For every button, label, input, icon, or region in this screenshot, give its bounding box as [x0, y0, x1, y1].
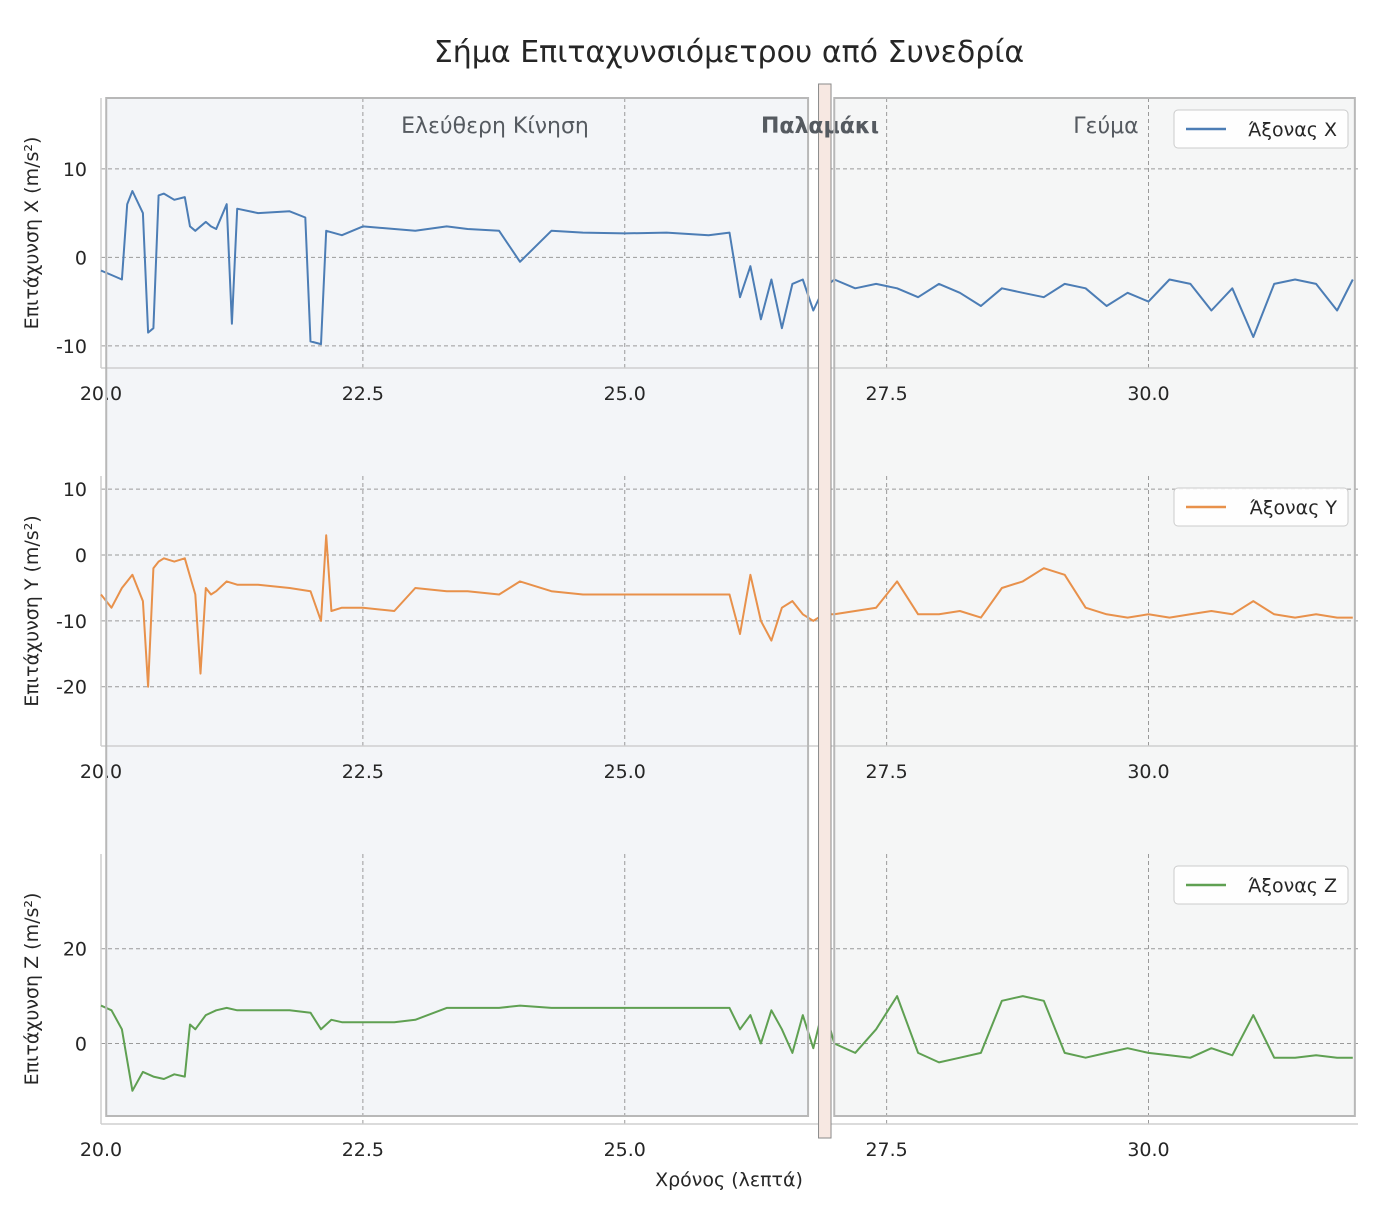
x-tick-label: 30.0	[1127, 383, 1169, 405]
series-line-1	[100, 190, 1354, 346]
legend-3: Άξονας Z	[1173, 865, 1349, 905]
y-tick-label: 0	[75, 545, 87, 567]
y-tick-label: 0	[75, 1033, 87, 1055]
panel-1: 20.0 22.5 25.0 27.5 30.0 10 0 -10 Επιτάχυνση X (…	[21, 98, 1358, 405]
region-backgrounds	[106, 98, 1355, 1116]
x-tick-label: 25.0	[604, 761, 646, 783]
x-tick-label: 30.0	[1127, 761, 1169, 783]
region-label-0: Ελεύθερη Κίνηση	[401, 114, 589, 139]
x-tick-label: 22.5	[342, 1139, 384, 1161]
y-tick-label: 10	[63, 479, 87, 501]
y-tick-label: 20	[63, 939, 87, 961]
legend-box	[1173, 109, 1349, 149]
x-tick-label: 25.0	[604, 383, 646, 405]
x-tick-label: 27.5	[865, 383, 907, 405]
y-tick-label: -10	[56, 336, 87, 358]
region-label-2: Γεύμα	[1073, 114, 1138, 139]
series-line-2	[100, 534, 1353, 688]
region-0	[106, 98, 809, 1116]
y-axis-label: Επιτάχυνση X (m/s²)	[21, 137, 43, 330]
y-axis-label: Επιτάχυνση Z (m/s²)	[21, 893, 43, 1086]
region-2	[834, 98, 1355, 1116]
region-border-2	[833, 97, 1356, 1117]
x-tick-label: 27.5	[865, 761, 907, 783]
legend-1: Άξονας X	[1173, 109, 1349, 149]
legend-2: Άξονας Y	[1173, 487, 1349, 527]
x-tick-label: 22.5	[342, 761, 384, 783]
x-tick-label: 22.5	[342, 383, 384, 405]
x-tick-label: 27.5	[865, 1139, 907, 1161]
region-overlays: Ελεύθερη Κίνηση Παλαμάκι Γεύμα	[105, 83, 1356, 1139]
chart-panels: 20.0 22.5 25.0 27.5 30.0 10 0 -10 Επιτάχυνση X (…	[21, 98, 1358, 1161]
x-tick-label: 20.0	[80, 761, 122, 783]
x-tick-label: 25.0	[604, 1139, 646, 1161]
panel-2: 20.0 22.5 25.0 27.5 30.0 10 0 -10 -20 Επιτάχυνση …	[21, 476, 1358, 783]
chart-title: Σήμα Επιταχυνσιόμετρου από Συνεδρία	[434, 35, 1024, 70]
panel-3: 20.0 22.5 25.0 27.5 30.0 20 0 Επιτάχυνση Z (m/s…	[21, 854, 1358, 1161]
series-line-3	[100, 995, 1353, 1092]
legend-label: Άξονας Z	[1248, 875, 1337, 897]
x-tick-label: 20.0	[80, 383, 122, 405]
legend-label: Άξονας Y	[1250, 497, 1338, 519]
region-border-0	[105, 97, 810, 1117]
x-tick-label: 20.0	[80, 1139, 122, 1161]
y-axis-label: Επιτάχυνση Y (m/s²)	[21, 515, 43, 706]
x-tick-label: 30.0	[1127, 1139, 1169, 1161]
region-label-1: Παλαμάκι	[761, 114, 879, 139]
legend-label: Άξονας X	[1248, 119, 1337, 141]
legend-box	[1173, 865, 1349, 905]
region-clap	[818, 83, 832, 1139]
legend-box	[1173, 487, 1349, 527]
y-tick-label: 0	[75, 247, 87, 269]
y-tick-label: -20	[56, 677, 87, 699]
y-tick-label: 10	[63, 159, 87, 181]
x-axis-label: Χρόνος (λεπτά)	[655, 1169, 803, 1191]
y-tick-label: -10	[56, 611, 87, 633]
